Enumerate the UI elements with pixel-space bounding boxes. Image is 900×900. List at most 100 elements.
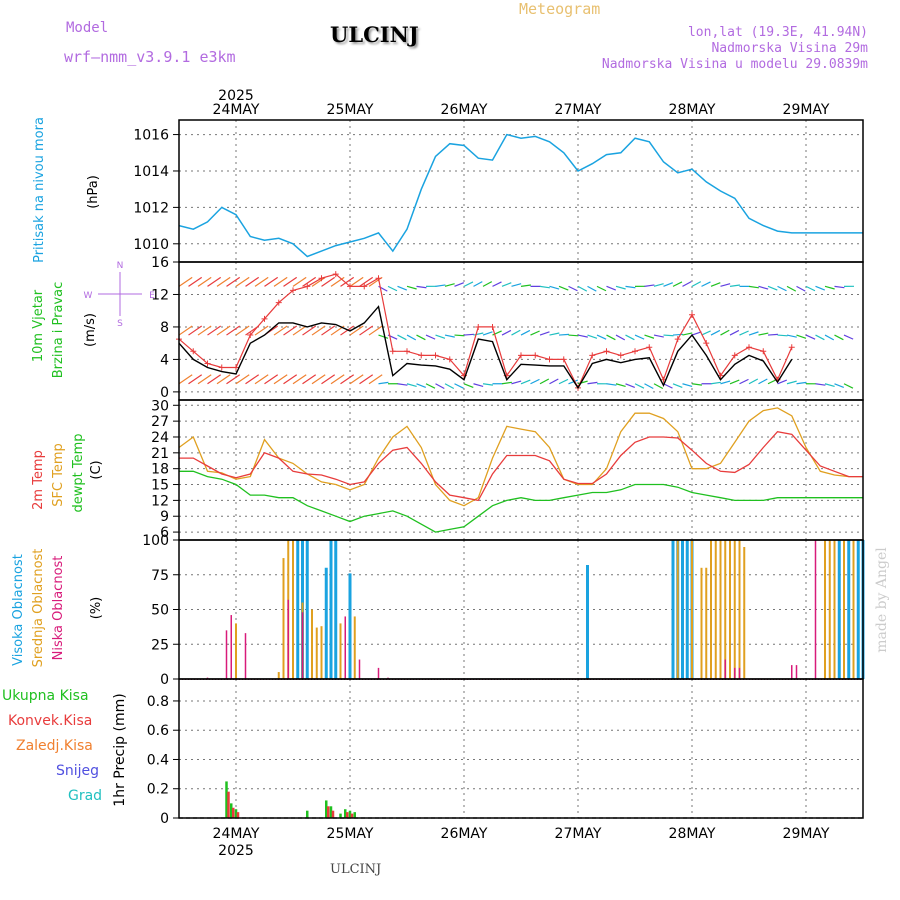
- temp-2m-label: 2m Temp: [31, 450, 46, 510]
- precip-hail-label: Grad: [68, 788, 102, 804]
- day-label-bottom: 24MAY: [213, 826, 260, 842]
- wind-barb: [482, 281, 493, 287]
- wind-barb: [292, 276, 307, 287]
- wind-barb: [530, 330, 540, 336]
- day-label-bottom: 28MAY: [669, 826, 716, 842]
- wind-barb: [245, 276, 260, 287]
- wind-barb: [368, 374, 383, 385]
- wind-barb: [634, 383, 645, 389]
- wind-barb: [406, 383, 417, 388]
- wind-barb: [815, 383, 826, 386]
- wind-barb: [368, 325, 383, 336]
- cloud-mid-label: Srednja Oblacnost: [31, 549, 46, 668]
- wind-barb: [283, 374, 298, 385]
- wind-barb: [615, 334, 626, 341]
- temp-tick-label: 21: [151, 446, 169, 462]
- wind-barb: [549, 378, 559, 385]
- wind-barb: [235, 374, 250, 385]
- wind-gust-marker: [532, 352, 539, 359]
- wind-barb: [197, 276, 212, 287]
- wind-barb: [672, 383, 683, 388]
- wind-barb: [577, 334, 588, 338]
- cloud-tick-label: 100: [142, 533, 169, 549]
- wind-barb: [568, 285, 578, 292]
- wind-speed-line: [178, 305, 793, 390]
- wind-barb: [568, 334, 579, 337]
- wind-barb: [435, 284, 446, 287]
- day-label-top: 29MAY: [783, 102, 830, 118]
- cloud-low-label: Niska Oblacnost: [51, 556, 66, 661]
- wind-barb: [454, 383, 464, 389]
- wind-barb: [824, 285, 835, 290]
- wind-barb: [748, 378, 759, 385]
- wind-tick-label: 16: [151, 255, 169, 271]
- wind-barb: [796, 285, 806, 292]
- wind-barb: [311, 374, 326, 385]
- wind-barb: [463, 383, 474, 389]
- pressure-tick-label: 1014: [133, 164, 169, 180]
- wind-barb: [653, 334, 664, 338]
- wind-barb: [663, 334, 674, 337]
- wind-barb: [815, 285, 826, 291]
- coords-label: lon,lat (19.3E, 41.94N): [687, 25, 868, 40]
- wind-barb: [197, 325, 212, 336]
- temp-tick-label: 15: [151, 478, 169, 494]
- wind-barb: [691, 383, 702, 386]
- wind-gust-marker: [375, 275, 382, 282]
- pressure-ylabel: Pritisak na nivou mora: [32, 117, 47, 263]
- wind-barb: [387, 285, 398, 292]
- wind-barb: [492, 330, 502, 336]
- wind-barb: [644, 383, 654, 390]
- model-elevation-label: Nadmorska Visina u modelu 29.0839m: [601, 57, 868, 72]
- wind-barb: [482, 383, 493, 386]
- precip-tick-label: 0.2: [147, 782, 169, 798]
- wind-barb: [349, 374, 364, 385]
- compass-n: N: [117, 261, 124, 271]
- wind-ylabel-sub: Brzina i Pravac: [51, 282, 66, 379]
- wind-barb: [207, 374, 222, 385]
- wind-barb: [340, 374, 355, 385]
- precip-tick-label: 0.6: [147, 723, 169, 739]
- wind-barb: [663, 282, 674, 287]
- wind-gust-marker: [318, 275, 325, 282]
- wind-barb: [188, 276, 203, 287]
- wind-gust-marker: [603, 348, 610, 355]
- wind-gust-marker: [204, 360, 211, 367]
- wind-barb: [444, 334, 455, 338]
- wind-barb: [406, 285, 417, 290]
- wind-barb: [729, 284, 740, 287]
- temp-tick-label: 12: [151, 493, 169, 509]
- precip-conv-label: Konvek.Kisa: [8, 713, 92, 729]
- wind-barb: [197, 374, 212, 385]
- wind-gust-marker: [674, 336, 681, 343]
- station-footer: ULCINJ: [330, 862, 382, 877]
- cloud-tick-label: 75: [151, 568, 169, 584]
- wind-barb: [682, 332, 693, 336]
- panel-frame: [178, 678, 864, 819]
- wind-barb: [501, 282, 512, 287]
- wind-barb: [283, 325, 298, 336]
- day-label-bottom: 27MAY: [555, 826, 602, 842]
- wind-barb: [748, 285, 759, 289]
- temp-sfc-label: SFC Temp: [51, 443, 66, 507]
- wind-barb: [672, 333, 684, 336]
- wind-barb: [558, 333, 570, 336]
- wind-barb: [311, 276, 326, 287]
- pressure-line: [178, 133, 863, 258]
- wind-gust-marker: [347, 283, 353, 290]
- temp-tick-label: 18: [151, 462, 169, 478]
- wind-barb: [397, 334, 407, 341]
- wind-barb: [720, 283, 731, 287]
- temp-dew-label: dewpt Temp: [71, 433, 86, 512]
- wind-gust-marker: [275, 299, 282, 306]
- wind-tick-label: 12: [151, 287, 169, 303]
- wind-barb: [843, 334, 854, 340]
- wind-barb: [273, 374, 288, 385]
- wind-barb: [606, 285, 617, 291]
- wind-gust-marker: [361, 283, 368, 290]
- wind-barb: [207, 325, 222, 336]
- wind-gust-marker: [746, 344, 752, 351]
- wind-barb: [425, 383, 436, 389]
- wind-barb: [672, 281, 683, 287]
- wind-barb: [786, 285, 797, 292]
